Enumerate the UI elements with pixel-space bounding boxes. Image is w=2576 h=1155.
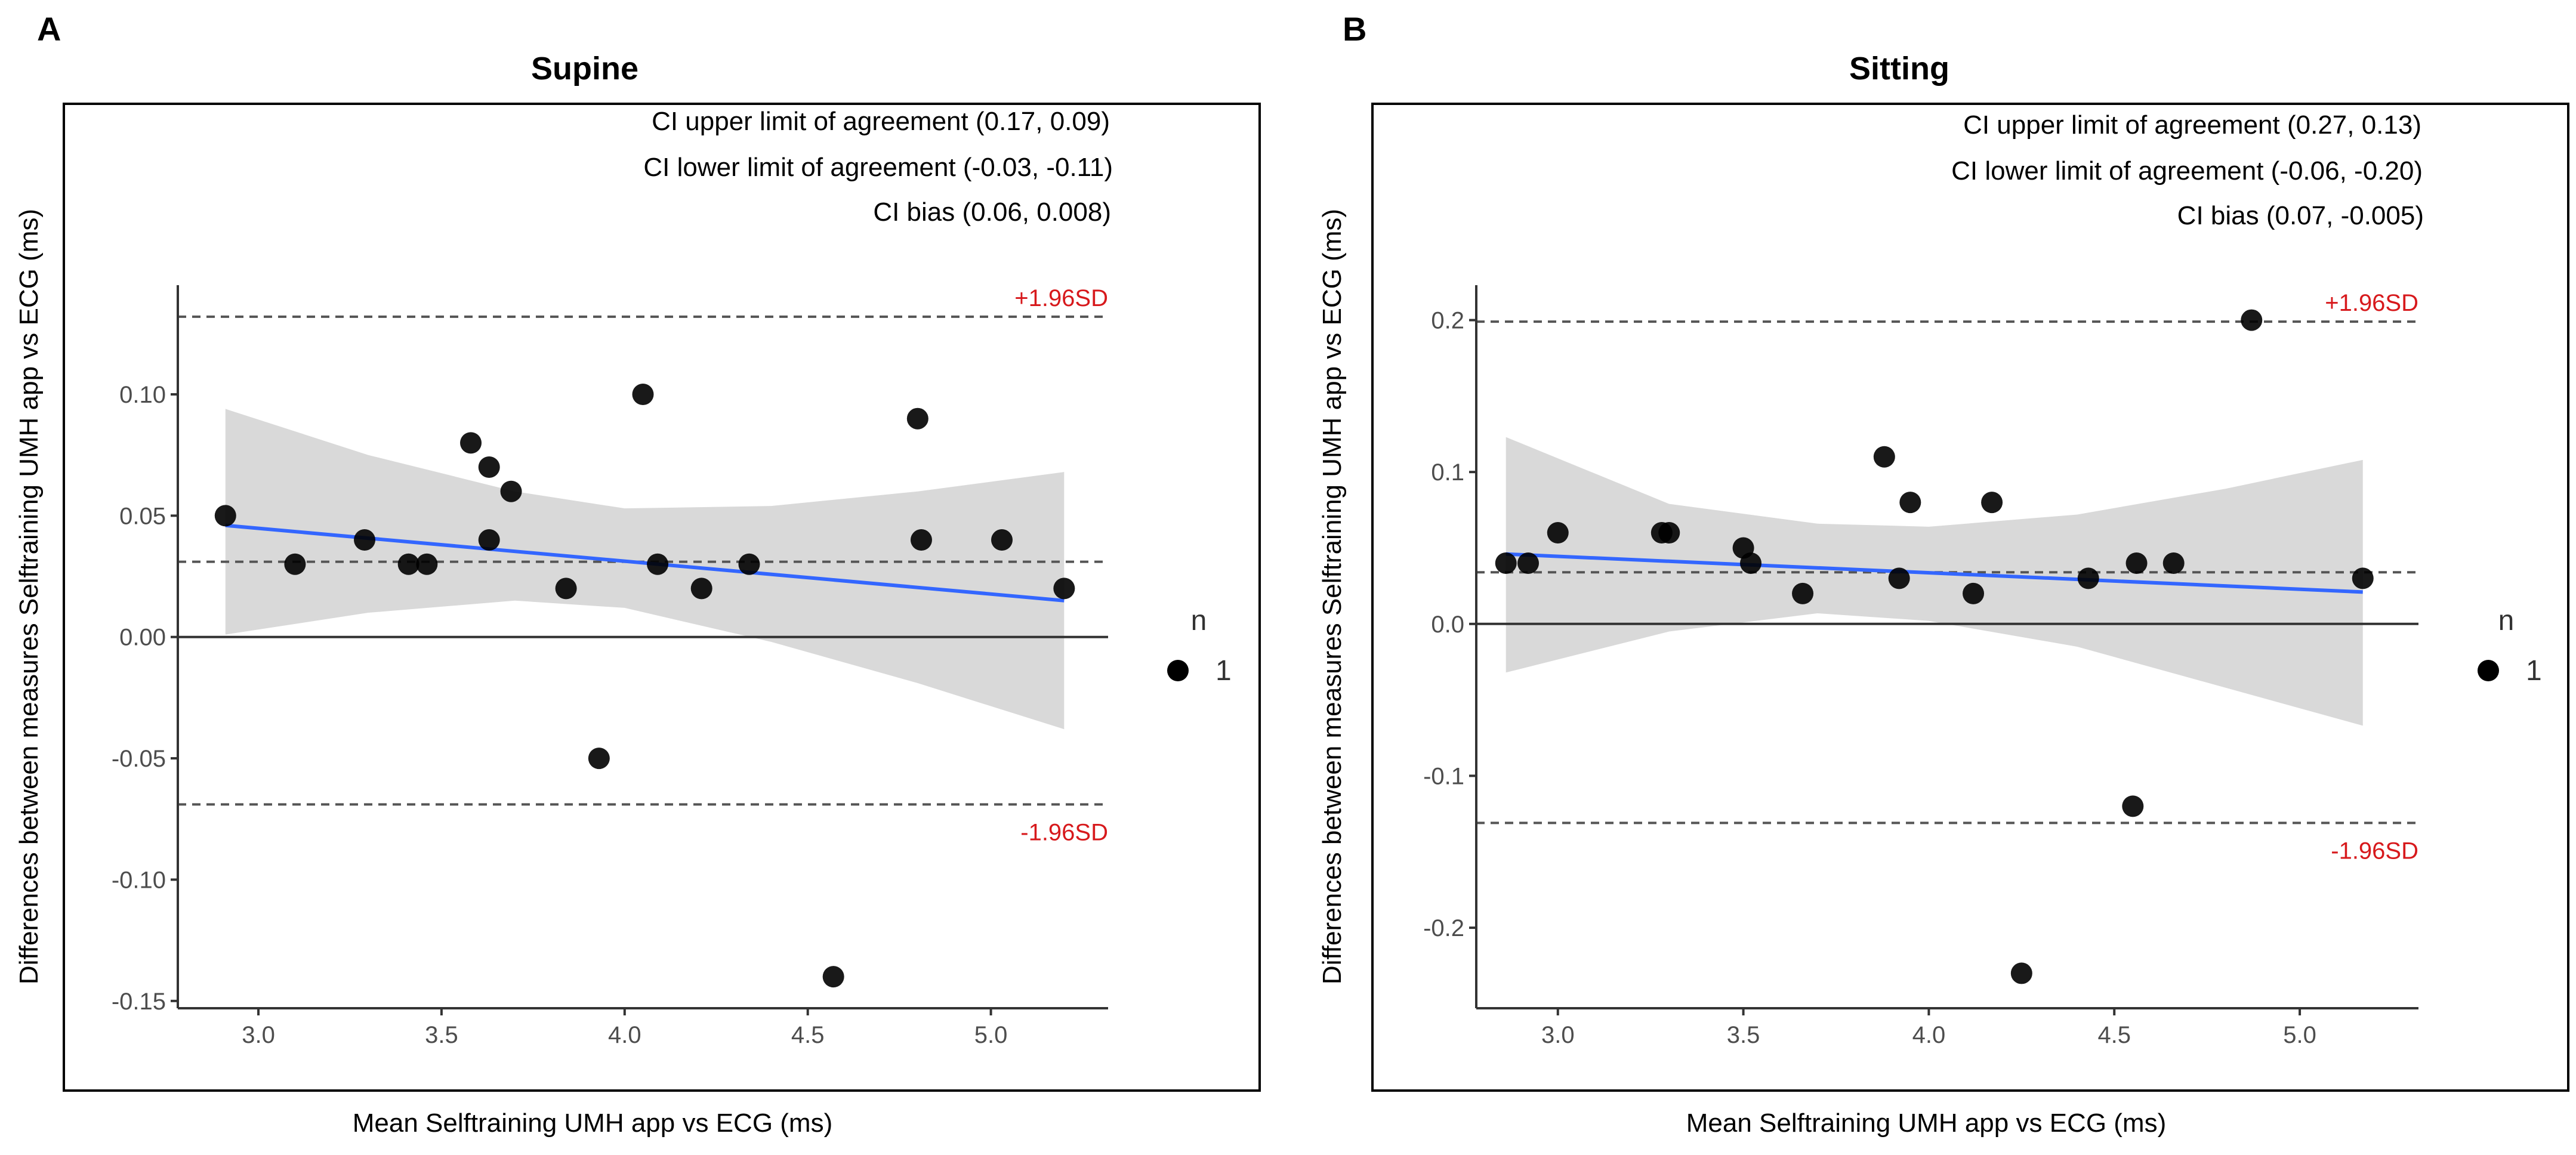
data-point — [478, 529, 500, 551]
data-point — [1963, 582, 1985, 604]
y-tick-label: 0.0 — [1431, 612, 1464, 638]
data-point — [1495, 552, 1517, 574]
legend-value-b: 1 — [2526, 655, 2542, 687]
y-tick-label: 0.2 — [1431, 308, 1464, 334]
legend-dot-b — [2478, 660, 2499, 681]
data-point — [2010, 962, 2032, 984]
data-point — [2162, 552, 2185, 574]
y-tick-label: 0.1 — [1431, 459, 1464, 486]
x-tick-label: 3.0 — [1541, 1022, 1575, 1048]
annotation-ci-bias: CI bias (0.07, -0.005) — [2177, 201, 2424, 230]
data-point — [1792, 582, 1814, 604]
data-point — [632, 384, 654, 406]
y-tick-label: -0.10 — [112, 867, 166, 893]
panel-a: A Supine CI upper limit of agreement (0.… — [14, 10, 1261, 1138]
data-point — [1658, 522, 1680, 544]
y-tick-label: -0.15 — [112, 989, 166, 1015]
y-tick-label: -0.2 — [1423, 915, 1464, 941]
data-point — [1547, 522, 1569, 544]
data-point — [1899, 492, 1921, 514]
lower-loa-label: -1.96SD — [2331, 838, 2418, 864]
x-axis-label-b: Mean Selftraining UMH app vs ECG (ms) — [1686, 1108, 2166, 1138]
annotation-ci-upper: CI upper limit of agreement (0.27, 0.13) — [1963, 110, 2421, 140]
x-tick-label: 3.5 — [1727, 1022, 1760, 1048]
data-point — [2125, 552, 2148, 574]
x-tick-label: 4.0 — [1912, 1022, 1946, 1048]
upper-loa-label: +1.96SD — [1014, 285, 1108, 311]
regression-line — [1506, 552, 2363, 594]
data-point — [416, 553, 438, 575]
annotation-ci-lower: CI lower limit of agreement (-0.06, -0.2… — [1951, 156, 2423, 186]
data-point — [214, 505, 236, 527]
confidence-band — [1506, 437, 2363, 726]
data-point — [910, 529, 932, 551]
x-tick-label: 4.0 — [608, 1022, 641, 1048]
data-point — [991, 529, 1013, 551]
y-tick-label: -0.1 — [1423, 763, 1464, 789]
y-axis-label-a: Differences between measures Selftrainin… — [14, 209, 44, 984]
data-point — [1740, 552, 1762, 574]
panel-label-a: A — [37, 10, 61, 48]
data-point — [906, 407, 928, 430]
x-tick-label: 3.0 — [242, 1022, 275, 1048]
data-point — [555, 578, 577, 600]
legend-dot-a — [1167, 660, 1189, 681]
confidence-band — [225, 409, 1065, 730]
data-point — [2077, 567, 2099, 589]
y-axis-label-b: Differences between measures Selftrainin… — [1318, 209, 1347, 984]
lower-loa-label: -1.96SD — [1020, 819, 1108, 845]
x-tick-label: 4.5 — [2097, 1022, 2131, 1048]
y-tick-label: -0.05 — [112, 746, 166, 772]
y-tick-label: 0.10 — [119, 382, 166, 408]
annotation-ci-upper: CI upper limit of agreement (0.17, 0.09) — [652, 107, 1110, 136]
upper-loa-label: +1.96SD — [2325, 290, 2418, 316]
data-point — [822, 966, 844, 988]
data-point — [500, 480, 522, 502]
data-point — [690, 578, 712, 600]
panel-a-frame — [63, 103, 1261, 1092]
y-tick-label: 0.05 — [119, 503, 166, 529]
data-point — [1053, 578, 1075, 600]
x-tick-label: 5.0 — [974, 1022, 1008, 1048]
data-point — [478, 456, 500, 478]
panel-title-supine: Supine — [531, 51, 638, 87]
data-point — [647, 553, 669, 575]
data-point — [354, 529, 376, 551]
x-tick-label: 3.5 — [425, 1022, 458, 1048]
panel-b: B Sitting CI upper limit of agreement (0… — [1318, 10, 2569, 1138]
panel-label-b: B — [1343, 10, 1366, 48]
legend-title-a: n — [1191, 605, 1207, 637]
data-point — [1888, 567, 1910, 589]
y-tick-label: 0.00 — [119, 625, 166, 651]
data-point — [1981, 492, 2003, 514]
x-tick-label: 5.0 — [2283, 1022, 2316, 1048]
data-point — [1517, 552, 1540, 574]
data-point — [2122, 795, 2144, 817]
x-tick-label: 4.5 — [791, 1022, 825, 1048]
annotation-ci-bias: CI bias (0.06, 0.008) — [873, 197, 1111, 227]
data-point — [588, 748, 610, 770]
data-point — [738, 553, 760, 575]
x-axis-label-a: Mean Selftraining UMH app vs ECG (ms) — [353, 1108, 832, 1138]
data-point — [460, 432, 482, 454]
data-point — [1873, 446, 1895, 468]
data-point — [2241, 309, 2263, 331]
data-point — [284, 553, 306, 575]
annotation-ci-lower: CI lower limit of agreement (-0.03, -0.1… — [643, 153, 1113, 182]
data-point — [397, 553, 419, 575]
data-point — [2352, 567, 2374, 589]
panel-title-sitting: Sitting — [1849, 51, 1949, 87]
panel-b-frame — [1371, 103, 2569, 1092]
legend-title-b: n — [2498, 605, 2515, 637]
legend-value-a: 1 — [1215, 655, 1232, 687]
